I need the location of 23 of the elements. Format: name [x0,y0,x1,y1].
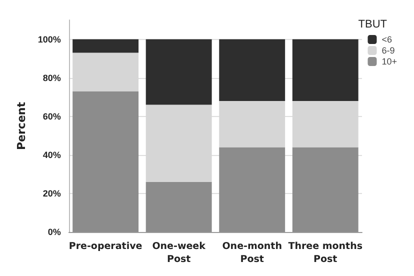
bar [292,39,358,101]
y-tick-label: 80% [42,72,61,83]
x-tick-label: One-week Post [152,241,206,265]
bar [146,39,212,105]
bar [146,182,212,232]
bar [72,39,139,53]
legend-label: 10+ [382,56,398,66]
y-tick-label: 100% [38,34,61,44]
y-axis-title: Percent [15,102,28,150]
legend-title: TBUT [358,18,388,30]
y-tick-label: 0% [48,227,61,237]
y-tick-label: 60% [42,111,61,122]
bar [219,147,286,232]
x-tick-label: Three months Post [288,241,363,265]
bar [219,39,286,101]
y-tick-label: 20% [42,188,61,198]
bar [292,147,358,232]
x-tick-label: One-month Post [222,241,282,265]
x-tick-label: Pre-operative [68,241,142,252]
bar [72,91,139,232]
legend-label: <6 [382,34,392,44]
legend-label: 6-9 [382,46,395,56]
y-tick-label: 40% [42,150,61,160]
